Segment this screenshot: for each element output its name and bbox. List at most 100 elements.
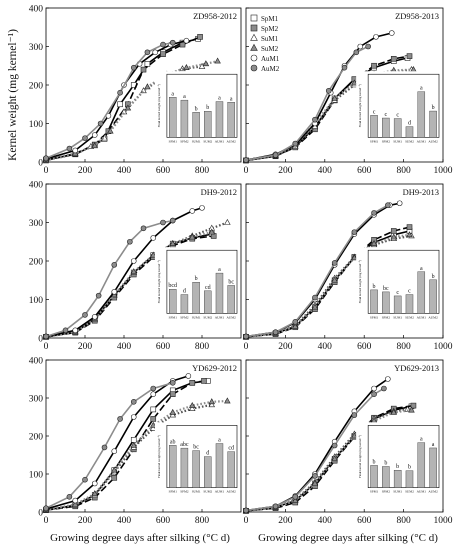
data-point-sum2 bbox=[331, 455, 338, 462]
legend-marker-spm1 bbox=[250, 14, 258, 22]
data-point-aum1 bbox=[111, 448, 118, 455]
data-point-aum2 bbox=[312, 116, 318, 123]
y-tick-label: 300 bbox=[29, 219, 44, 229]
panel-title: ZD958-2012 bbox=[193, 11, 237, 21]
inset-bar-letter: cd bbox=[228, 446, 234, 452]
data-point-spm2 bbox=[197, 34, 203, 40]
inset-category-label: SPM2 bbox=[382, 139, 391, 143]
data-point-sum2 bbox=[188, 401, 196, 408]
data-point-aum2 bbox=[82, 476, 88, 483]
data-point-aum2 bbox=[117, 89, 123, 96]
inset-bar-letter: b bbox=[408, 465, 411, 471]
inset-category-label: SUM1 bbox=[192, 490, 201, 494]
data-point-aum2 bbox=[160, 41, 166, 48]
y-tick-label: 300 bbox=[29, 43, 44, 53]
data-point-aum2 bbox=[62, 327, 69, 334]
y-tick-label: 400 bbox=[29, 181, 44, 191]
data-point-aum2 bbox=[381, 385, 387, 392]
series-line-sum2 bbox=[245, 233, 410, 338]
inset-bar-letter: bc bbox=[383, 286, 389, 292]
data-point-aum1 bbox=[371, 385, 377, 392]
legend-label-aum2: AuM2 bbox=[261, 65, 280, 73]
data-point-aum2 bbox=[353, 49, 360, 56]
data-point-sum2 bbox=[149, 421, 157, 428]
data-point-aum2 bbox=[82, 312, 88, 318]
inset-bar-letter: ab bbox=[170, 439, 176, 445]
data-point-sum2 bbox=[149, 251, 157, 258]
data-point-aum2 bbox=[243, 157, 249, 163]
data-point-aum2 bbox=[66, 493, 73, 500]
data-point-spm2 bbox=[150, 416, 157, 422]
inset-category-label: SPM2 bbox=[180, 139, 189, 143]
inset-bar bbox=[227, 451, 235, 488]
data-point-spm2 bbox=[140, 66, 147, 73]
x-tick-label: 200 bbox=[78, 342, 93, 352]
panel-zd958-2013: 0 200 400 600 800 1000 ZD958-2013 Final kernel … bbox=[242, 7, 453, 176]
inset-bar-letter: bcd bbox=[168, 283, 177, 289]
x-tick-label: 600 bbox=[357, 342, 372, 352]
data-point-sum2 bbox=[291, 322, 299, 329]
inset-category-label: SPM2 bbox=[180, 315, 189, 319]
series-line-aum2 bbox=[245, 45, 369, 161]
series-line-aum2 bbox=[45, 382, 174, 509]
inset-background bbox=[356, 422, 441, 500]
inset-bar bbox=[417, 442, 426, 488]
panel-dh9-2013: 0 200 400 600 800 1000 DH9-2013 Final kernel we… bbox=[242, 183, 453, 352]
inset-bar-letter: a bbox=[171, 91, 174, 97]
y-tick-label: 0 bbox=[38, 509, 43, 519]
panel-title: DH9-2012 bbox=[201, 187, 237, 197]
inset-category-label: SPM1 bbox=[370, 315, 379, 319]
data-point-aum2 bbox=[169, 379, 176, 386]
data-point-sum2 bbox=[311, 303, 319, 310]
inset-bar bbox=[370, 115, 378, 138]
inset-category-label: SPM1 bbox=[370, 490, 379, 494]
x-tick-label: 400 bbox=[318, 516, 333, 526]
data-point-spm2 bbox=[169, 391, 176, 398]
y-tick-label: 100 bbox=[29, 296, 44, 306]
x-tick-label: 800 bbox=[396, 166, 411, 176]
inset-bar-letter: abc bbox=[180, 442, 189, 448]
inset-category-label: AUM1 bbox=[417, 315, 427, 319]
data-point-aum2 bbox=[243, 507, 249, 514]
data-point-aum2 bbox=[243, 333, 249, 340]
inset-y-label: Final kernel weight (mg kernel⁻¹) bbox=[358, 260, 362, 303]
data-point-spm1 bbox=[144, 61, 151, 67]
data-point-aum1 bbox=[91, 314, 98, 320]
data-point-spm2 bbox=[390, 228, 397, 234]
inset-bar bbox=[405, 294, 414, 314]
data-point-sum2 bbox=[130, 268, 138, 275]
data-point-aum2 bbox=[43, 333, 49, 340]
x-tick-label: 200 bbox=[78, 166, 93, 176]
inset-bar bbox=[169, 289, 177, 314]
inset-bar-letter: a bbox=[420, 437, 423, 443]
data-point-sum2 bbox=[351, 432, 358, 439]
data-point-aum2 bbox=[169, 39, 176, 46]
data-point-aum2 bbox=[351, 412, 358, 418]
inset-bar bbox=[192, 450, 200, 488]
inset-bar bbox=[429, 110, 437, 138]
inset-frame bbox=[367, 73, 440, 138]
inset-bar-letter: a bbox=[218, 267, 221, 273]
data-point-aum2 bbox=[341, 64, 348, 71]
inset-bar bbox=[429, 279, 437, 314]
x-tick-label: 800 bbox=[396, 342, 411, 352]
data-point-aum2 bbox=[371, 391, 377, 398]
data-point-aum2 bbox=[365, 43, 371, 50]
data-point-aum2 bbox=[144, 49, 151, 56]
inset-frame bbox=[166, 249, 238, 314]
data-point-sum2 bbox=[107, 127, 114, 134]
data-point-aum2 bbox=[331, 260, 338, 266]
data-point-sum2 bbox=[169, 408, 177, 415]
inset-category-label: SPM2 bbox=[180, 490, 189, 494]
inset-y-label: Final kernel weight (mg kernel⁻¹) bbox=[157, 84, 161, 127]
inset-bar bbox=[192, 282, 200, 314]
data-point-aum2 bbox=[66, 145, 73, 152]
legend-label-sum1: SuM1 bbox=[261, 35, 279, 43]
series-line-aum2 bbox=[245, 387, 385, 512]
panel-yd629-2012: 0 100 200 300 400 0 200 400 600 800 YD629-2012 Fina… bbox=[29, 357, 242, 526]
inset-category-label: SUM1 bbox=[192, 315, 201, 319]
inset-bar-letter: b bbox=[373, 459, 376, 465]
inset-bar bbox=[180, 99, 189, 138]
inset-bar-letter: a bbox=[183, 94, 186, 100]
